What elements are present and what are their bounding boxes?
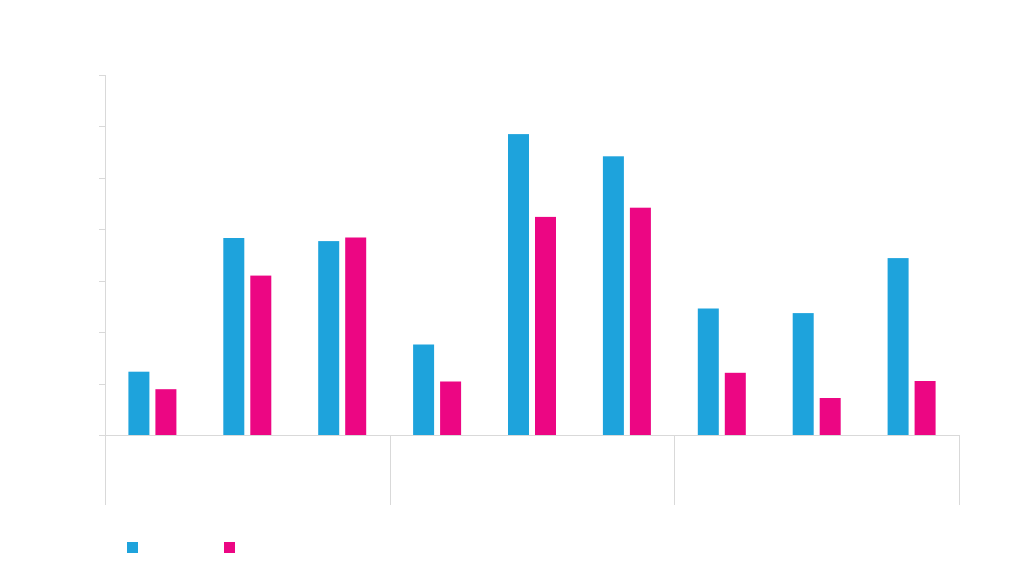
bar-series-2-category-3 <box>345 237 367 435</box>
bar-series-1-category-6 <box>602 156 624 436</box>
bar-series-1-category-9 <box>887 258 909 435</box>
bar-series-1-category-5 <box>508 134 529 435</box>
bars <box>128 134 936 436</box>
axes <box>105 75 960 505</box>
bar-series-2-category-9 <box>914 381 936 435</box>
legend-swatch-series-1 <box>127 542 138 553</box>
bar-series-2-category-8 <box>819 398 841 435</box>
bar-series-2-category-6 <box>629 207 651 435</box>
bar-series-1-category-4 <box>413 344 435 435</box>
bar-series-2-category-7 <box>724 372 746 435</box>
legend <box>127 542 235 553</box>
bar-series-1-category-1 <box>128 371 150 435</box>
y-axis-ticks <box>99 75 105 436</box>
legend-swatch-series-2 <box>224 542 235 553</box>
bar-series-2-category-4 <box>440 381 462 435</box>
bar-series-1-category-7 <box>697 308 719 435</box>
bar-series-1-category-2 <box>223 238 245 435</box>
bar-series-1-category-3 <box>318 241 340 435</box>
bar-series-2-category-1 <box>155 389 177 435</box>
bar-series-1-category-8 <box>792 313 814 435</box>
bar-series-2-category-2 <box>250 275 272 435</box>
bar-series-2-category-5 <box>535 216 556 435</box>
